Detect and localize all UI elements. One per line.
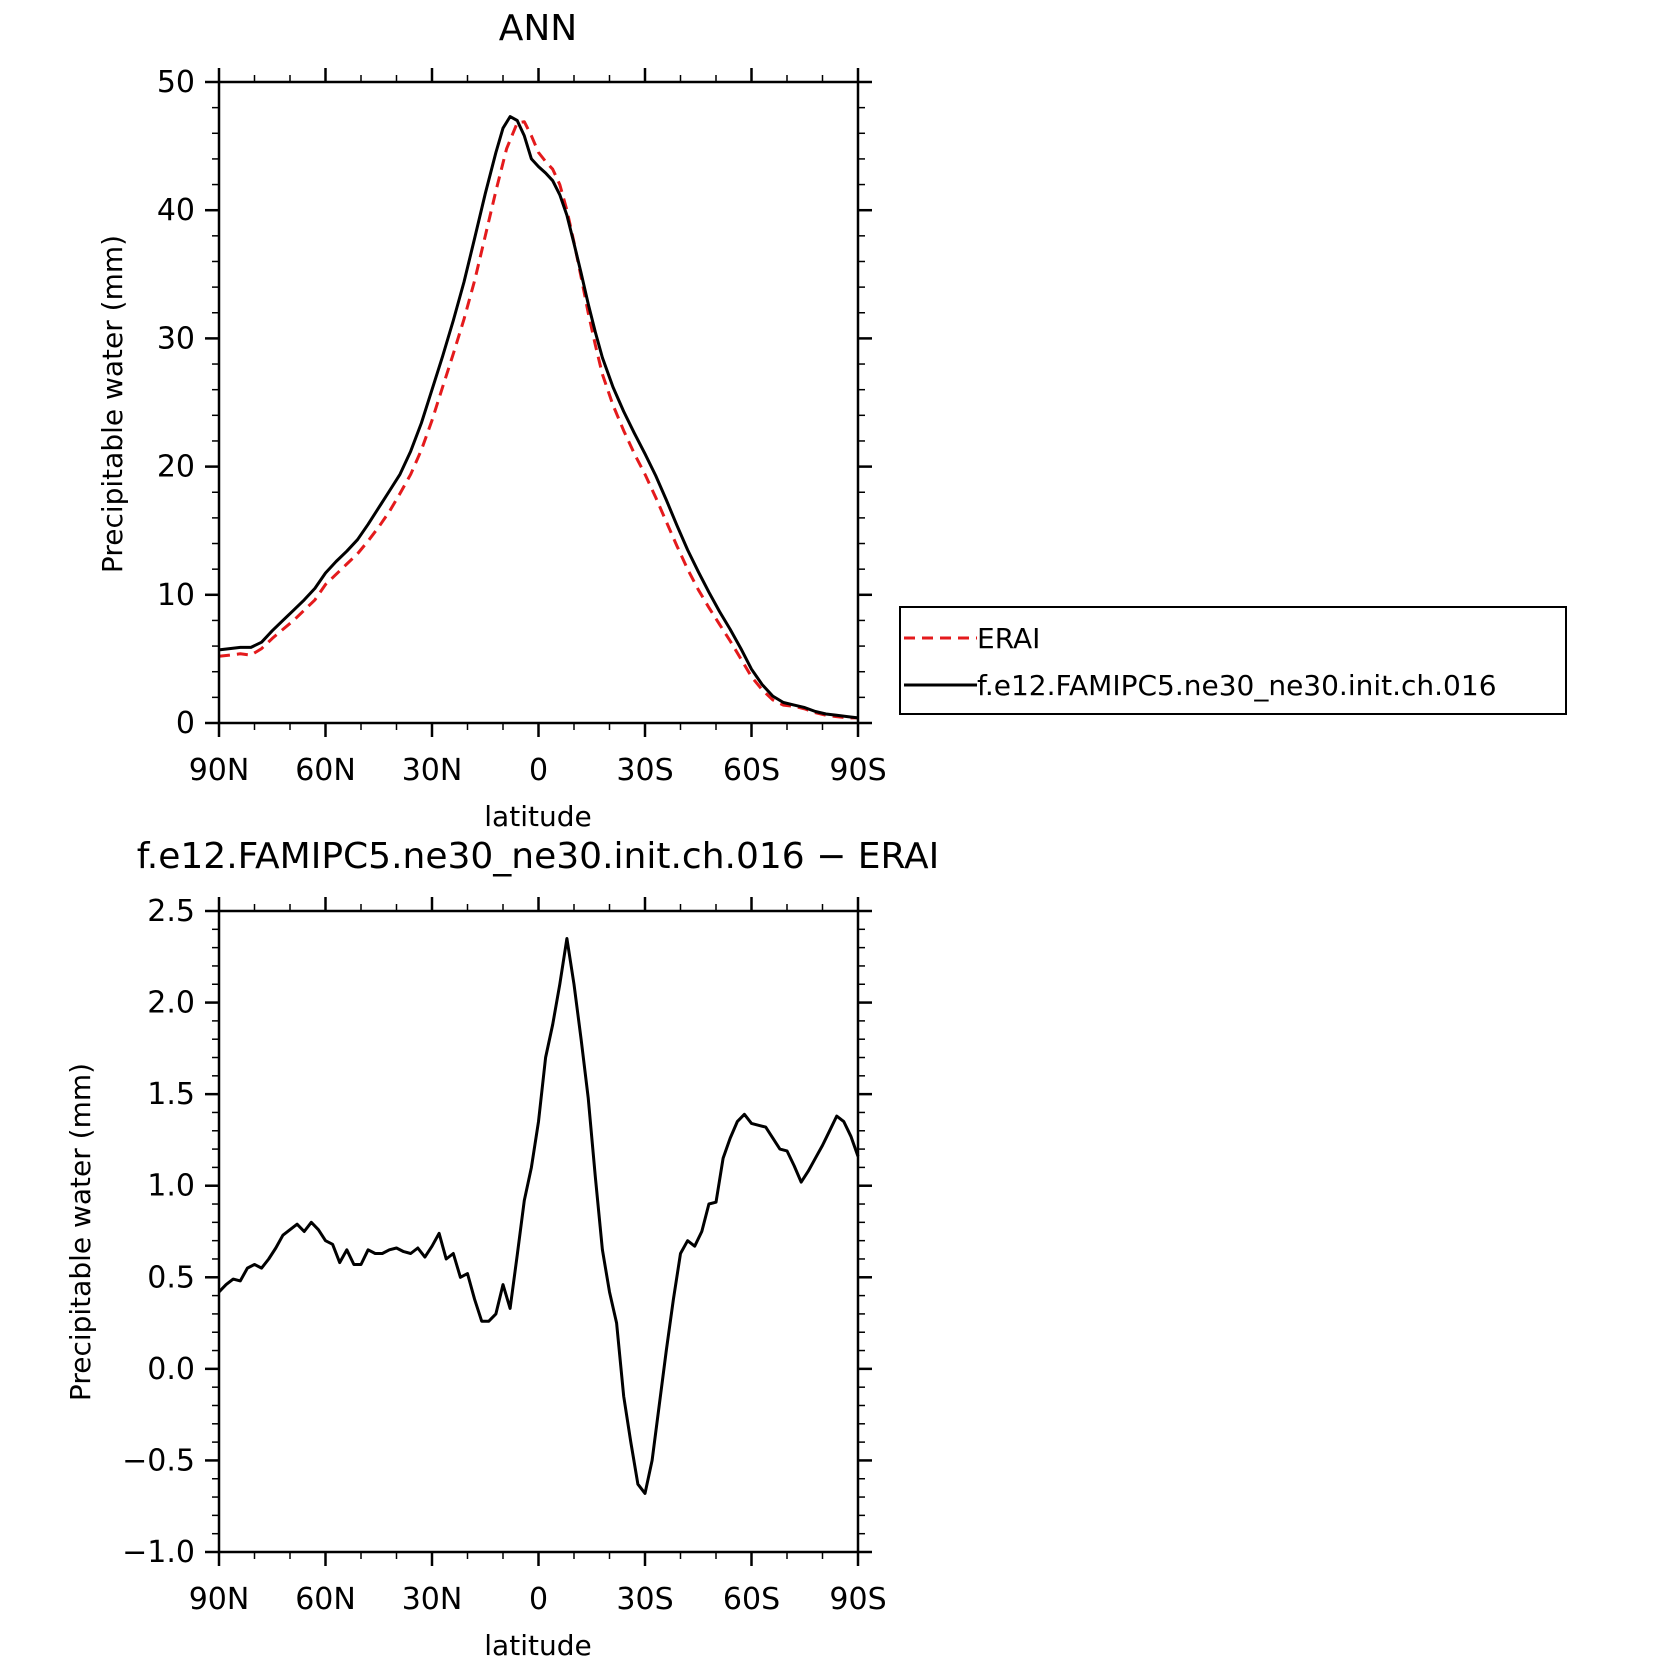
bottom-panel-y-tick-label: 2.0: [147, 986, 195, 1021]
bottom-panel-x-tick-label: 60S: [723, 1582, 780, 1617]
bottom-panel-y-tick-label: 1.0: [147, 1169, 195, 1204]
bottom-panel-y-ticks: −1.0 −0.5 0.0 0.5 1.0 1.5 2.0 2.5: [122, 894, 872, 1570]
top-panel-x-tick-label: 90N: [189, 753, 250, 788]
bottom-panel-title: f.e12.FAMIPC5.ne30_ne30.init.ch.016 − ER…: [137, 836, 940, 877]
top-panel-x-tick-label: 60S: [723, 753, 780, 788]
top-panel-x-tick-label: 60N: [295, 753, 356, 788]
top-panel-y-tick-label: 30: [157, 321, 195, 356]
bottom-panel-x-tick-label: 60N: [295, 1582, 356, 1617]
top-panel-y-ticks: 0 10 20 30 40 50: [157, 65, 872, 741]
legend-label-model: f.e12.FAMIPC5.ne30_ne30.init.ch.016: [977, 669, 1497, 702]
bottom-panel-frame: [217, 909, 860, 1554]
bottom-panel-y-tick-label: 1.5: [147, 1077, 195, 1112]
top-panel-series-line-1: [218, 115, 859, 720]
top-panel: ANN Precipitable water (mm) latitude 0 10…: [96, 8, 887, 833]
bottom-panel-x-tick-label: 0: [529, 1582, 548, 1617]
top-panel-y-tick-label: 40: [157, 193, 195, 228]
bottom-panel-y-axis-label: Precipitable water (mm): [64, 1063, 97, 1401]
top-panel-y-tick-label: 50: [157, 65, 195, 100]
bottom-panel-y-tick-label: −1.0: [122, 1535, 195, 1570]
bottom-panel-y-tick-label: 2.5: [147, 894, 195, 929]
bottom-panel-x-axis-label: latitude: [484, 1629, 591, 1662]
top-panel-x-tick-label: 30N: [402, 753, 463, 788]
top-panel-x-ticks: 90N 60N 30N 0 30S 60S 90S: [189, 68, 887, 788]
bottom-panel-x-tick-label: 30S: [616, 1582, 673, 1617]
bottom-panel-x-tick-label: 30N: [402, 1582, 463, 1617]
top-panel-y-tick-label: 0: [176, 706, 195, 741]
top-panel-x-tick-label: 0: [529, 753, 548, 788]
bottom-panel-x-tick-label: 90N: [189, 1582, 250, 1617]
top-panel-series-line-0: [218, 120, 858, 720]
top-panel-y-axis-label: Precipitable water (mm): [96, 235, 129, 573]
bottom-panel: f.e12.FAMIPC5.ne30_ne30.init.ch.016 − ER…: [64, 836, 939, 1662]
legend: ERAI f.e12.FAMIPC5.ne30_ne30.init.ch.016: [899, 606, 1567, 715]
bottom-panel-y-tick-label: 0.5: [147, 1260, 195, 1295]
top-panel-title: ANN: [499, 8, 578, 49]
legend-label-erai: ERAI: [977, 622, 1040, 655]
bottom-panel-y-tick-label: 0.0: [147, 1352, 195, 1387]
bottom-panel-x-ticks: 90N 60N 30N 0 30S 60S 90S: [189, 897, 887, 1617]
bottom-panel-series: [217, 937, 860, 1495]
bottom-panel-y-tick-label: −0.5: [122, 1443, 195, 1478]
top-panel-y-tick-label: 10: [157, 578, 195, 613]
legend-box: [899, 606, 1567, 715]
bottom-panel-x-tick-label: 90S: [829, 1582, 886, 1617]
bottom-panel-series-line-0: [217, 937, 860, 1495]
top-panel-series: [218, 115, 859, 720]
top-panel-y-tick-label: 20: [157, 450, 195, 485]
top-panel-x-tick-label: 90S: [829, 753, 886, 788]
top-panel-x-tick-label: 30S: [616, 753, 673, 788]
top-panel-frame: [217, 80, 860, 725]
top-panel-x-axis-label: latitude: [484, 800, 591, 833]
